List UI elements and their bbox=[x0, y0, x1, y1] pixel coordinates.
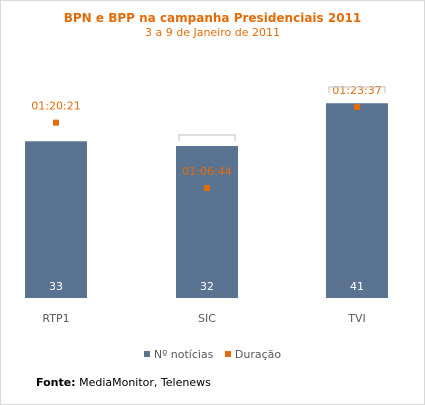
bar-value-label: 32 bbox=[200, 280, 214, 293]
category-label: SIC bbox=[198, 312, 216, 325]
duration-marker bbox=[204, 185, 210, 191]
category-label: TVI bbox=[347, 312, 366, 325]
chart-subtitle: 3 a 9 de Janeiro de 2011 bbox=[144, 26, 280, 39]
source-text: MediaMonitor, Telenews bbox=[79, 376, 211, 389]
duration-label: 01:23:37 bbox=[332, 84, 381, 97]
legend-label-duracao: Duração bbox=[234, 348, 282, 361]
duration-label: 01:20:21 bbox=[31, 100, 80, 113]
legend-item-noticias: Nº notícias bbox=[143, 348, 214, 361]
category-label: RTP1 bbox=[42, 312, 69, 325]
duration-marker bbox=[354, 104, 360, 110]
legend-label-noticias: Nº notícias bbox=[153, 348, 214, 361]
bar-value-label: 41 bbox=[350, 280, 364, 293]
source-label: Fonte: bbox=[36, 376, 76, 389]
duration-label-bracket bbox=[178, 134, 236, 141]
legend-swatch-noticias bbox=[143, 351, 150, 357]
chart-title: BPN e BPP na campanha Presidenciais 2011 bbox=[63, 11, 362, 25]
bar-sic bbox=[176, 146, 238, 298]
duration-marker bbox=[53, 119, 59, 126]
chart-legend: Nº notícias Duração bbox=[0, 348, 425, 361]
source-note: Fonte: MediaMonitor, Telenews bbox=[36, 376, 211, 389]
bar-value-label: 33 bbox=[49, 280, 63, 293]
bar-rtp1 bbox=[25, 141, 87, 298]
legend-swatch-duracao bbox=[224, 351, 231, 357]
bar-tvi bbox=[326, 103, 388, 298]
legend-item-duracao: Duração bbox=[224, 348, 282, 361]
duration-label: 01:06:44 bbox=[182, 165, 231, 178]
duration-label-bracket bbox=[328, 86, 386, 93]
